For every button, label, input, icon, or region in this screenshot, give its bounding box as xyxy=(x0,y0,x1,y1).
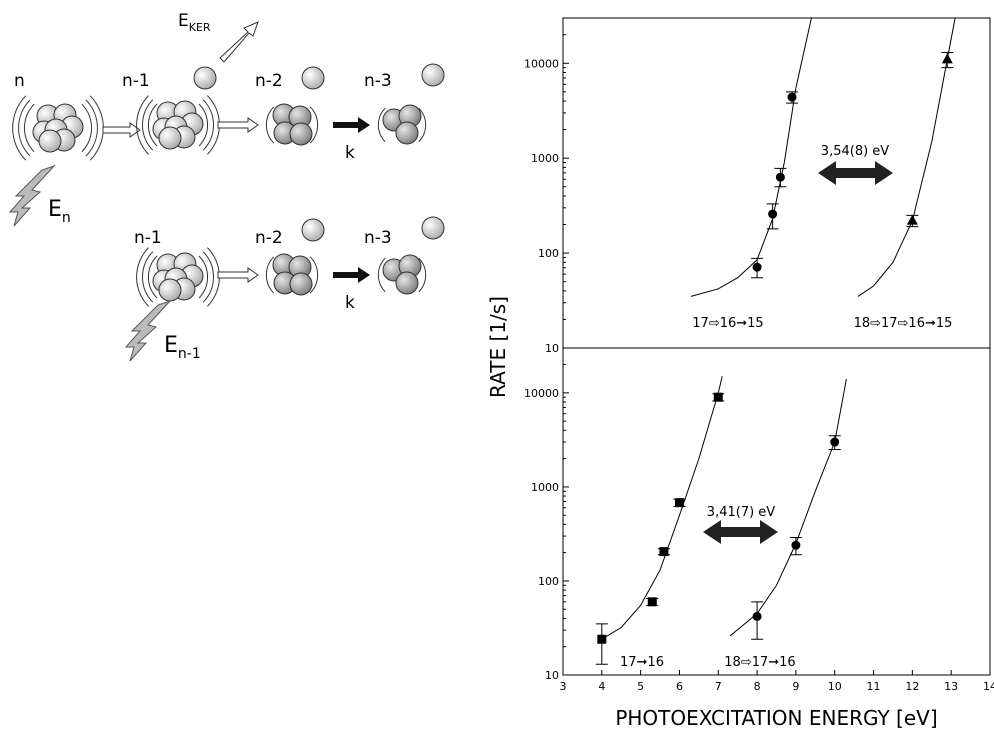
label-n2: n-2 xyxy=(255,71,283,91)
data-point xyxy=(753,263,762,272)
label-en1: En-1 xyxy=(164,333,201,362)
label-k: k xyxy=(345,143,355,163)
vibration-arc xyxy=(203,100,213,150)
ker-main: E xyxy=(178,11,189,31)
vibration-arc xyxy=(203,252,213,302)
data-point xyxy=(597,635,606,644)
y-axis-label: RATE [1/s] xyxy=(486,296,510,398)
data-point xyxy=(648,597,657,606)
sphere xyxy=(290,273,312,295)
fit-curve xyxy=(602,376,722,639)
x-tick-label: 11 xyxy=(867,680,881,693)
hollow-arrow xyxy=(218,268,258,282)
rate-arrow xyxy=(333,117,370,133)
sphere xyxy=(396,272,418,294)
label-n1: n-1 xyxy=(122,71,150,91)
vibration-arc xyxy=(143,100,153,150)
ker-arrow xyxy=(220,22,258,62)
double-arrow xyxy=(703,520,778,544)
sphere xyxy=(422,64,444,86)
sphere xyxy=(302,67,324,89)
y-tick-label: 10 xyxy=(545,669,559,682)
sphere xyxy=(159,127,181,149)
x-tick-label: 4 xyxy=(598,680,605,693)
x-axis-label: PHOTOEXCITATION ENERGY [eV] xyxy=(615,706,937,730)
sphere xyxy=(194,67,216,89)
annotation: 17➞16 xyxy=(620,655,664,670)
annotation: 17⇨16➞15 xyxy=(692,316,763,331)
vibration-arc xyxy=(24,104,34,152)
en1-main: E xyxy=(164,333,178,358)
label-n1b: n-1 xyxy=(134,228,162,248)
y-tick-label: 1000 xyxy=(531,481,559,494)
error-bar xyxy=(596,624,608,664)
ker-sub: KER xyxy=(189,21,211,34)
x-tick-label: 7 xyxy=(715,680,722,693)
vibration-arc xyxy=(266,257,273,293)
sphere xyxy=(302,219,324,241)
x-tick-label: 14 xyxy=(983,680,994,693)
hollow-arrow xyxy=(218,118,258,132)
hollow-arrow xyxy=(103,123,140,137)
annotation: 18⇨17⇨16➞15 xyxy=(854,316,953,331)
label-n3: n-3 xyxy=(364,71,392,91)
label-kb: k xyxy=(345,293,355,313)
figure: n n-1 n-2 n-3 EKER k En n-1 n-2 n-3 k En… xyxy=(0,0,994,735)
sphere xyxy=(290,123,312,145)
x-tick-label: 5 xyxy=(637,680,644,693)
label-en: En xyxy=(48,197,71,226)
annotation: 3,54(8) eV xyxy=(821,144,889,159)
x-tick-label: 12 xyxy=(905,680,919,693)
en1-sub: n-1 xyxy=(178,346,201,362)
x-tick-label: 8 xyxy=(754,680,761,693)
y-tick-label: 1000 xyxy=(531,152,559,165)
y-tick-label: 10000 xyxy=(524,57,559,70)
sphere xyxy=(159,279,181,301)
x-tick-label: 13 xyxy=(944,680,958,693)
sphere xyxy=(39,130,61,152)
plot-frame xyxy=(563,18,990,348)
y-tick-label: 10 xyxy=(545,342,559,355)
sphere xyxy=(396,122,418,144)
rate-arrow xyxy=(333,267,370,283)
x-tick-label: 10 xyxy=(828,680,842,693)
x-tick-label: 6 xyxy=(676,680,683,693)
label-n: n xyxy=(14,71,25,91)
en-main: E xyxy=(48,197,62,222)
label-n2b: n-2 xyxy=(255,228,283,248)
annotation: 18⇨17➞16 xyxy=(724,655,795,670)
annotation: 3,41(7) eV xyxy=(707,505,775,520)
sphere xyxy=(422,217,444,239)
double-arrow xyxy=(818,161,893,185)
vibration-arc xyxy=(266,107,273,143)
x-tick-label: 3 xyxy=(560,680,567,693)
x-tick-label: 9 xyxy=(792,680,799,693)
y-tick-label: 100 xyxy=(538,247,559,260)
vibration-arc xyxy=(143,252,153,302)
plot-frame xyxy=(563,348,990,675)
en-sub: n xyxy=(62,210,71,226)
y-tick-label: 100 xyxy=(538,575,559,588)
y-tick-label: 10000 xyxy=(524,387,559,400)
label-n3b: n-3 xyxy=(364,228,392,248)
fit-curve xyxy=(691,18,811,296)
label-ker: EKER xyxy=(178,11,211,34)
vibration-arc xyxy=(90,96,103,160)
vibration-arc xyxy=(13,96,26,160)
